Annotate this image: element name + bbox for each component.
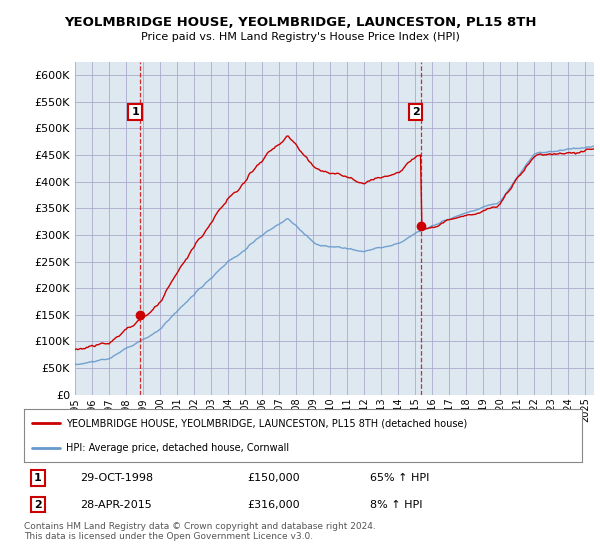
- Text: £150,000: £150,000: [247, 473, 300, 483]
- Text: 65% ↑ HPI: 65% ↑ HPI: [370, 473, 430, 483]
- Text: 28-APR-2015: 28-APR-2015: [80, 500, 152, 510]
- Text: YEOLMBRIDGE HOUSE, YEOLMBRIDGE, LAUNCESTON, PL15 8TH: YEOLMBRIDGE HOUSE, YEOLMBRIDGE, LAUNCEST…: [64, 16, 536, 29]
- Text: 2: 2: [412, 108, 420, 117]
- Text: 29-OCT-1998: 29-OCT-1998: [80, 473, 153, 483]
- Text: 8% ↑ HPI: 8% ↑ HPI: [370, 500, 422, 510]
- Text: 1: 1: [34, 473, 42, 483]
- Text: Contains HM Land Registry data © Crown copyright and database right 2024.
This d: Contains HM Land Registry data © Crown c…: [24, 522, 376, 542]
- Text: HPI: Average price, detached house, Cornwall: HPI: Average price, detached house, Corn…: [66, 442, 289, 452]
- Text: YEOLMBRIDGE HOUSE, YEOLMBRIDGE, LAUNCESTON, PL15 8TH (detached house): YEOLMBRIDGE HOUSE, YEOLMBRIDGE, LAUNCEST…: [66, 418, 467, 428]
- Text: £316,000: £316,000: [247, 500, 300, 510]
- Text: Price paid vs. HM Land Registry's House Price Index (HPI): Price paid vs. HM Land Registry's House …: [140, 32, 460, 43]
- Text: 1: 1: [131, 108, 139, 117]
- Text: 2: 2: [34, 500, 42, 510]
